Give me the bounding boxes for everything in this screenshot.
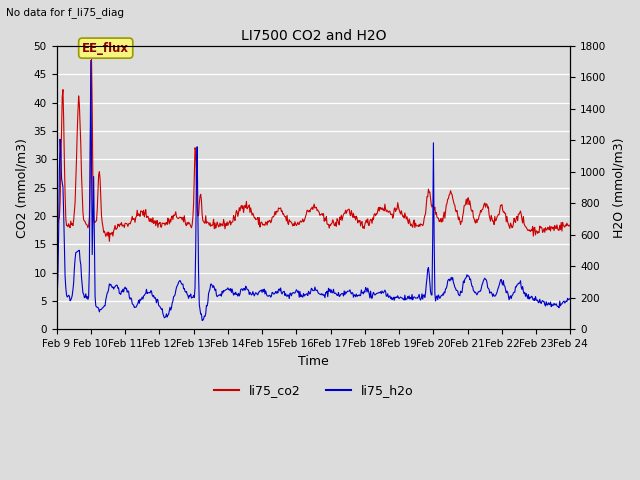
Y-axis label: H2O (mmol/m3): H2O (mmol/m3) xyxy=(612,137,625,238)
Text: No data for f_li75_diag: No data for f_li75_diag xyxy=(6,7,124,18)
Text: EE_flux: EE_flux xyxy=(82,42,129,55)
Y-axis label: CO2 (mmol/m3): CO2 (mmol/m3) xyxy=(15,138,28,238)
Title: LI7500 CO2 and H2O: LI7500 CO2 and H2O xyxy=(241,29,387,43)
X-axis label: Time: Time xyxy=(298,355,329,368)
Legend: li75_co2, li75_h2o: li75_co2, li75_h2o xyxy=(209,380,418,402)
